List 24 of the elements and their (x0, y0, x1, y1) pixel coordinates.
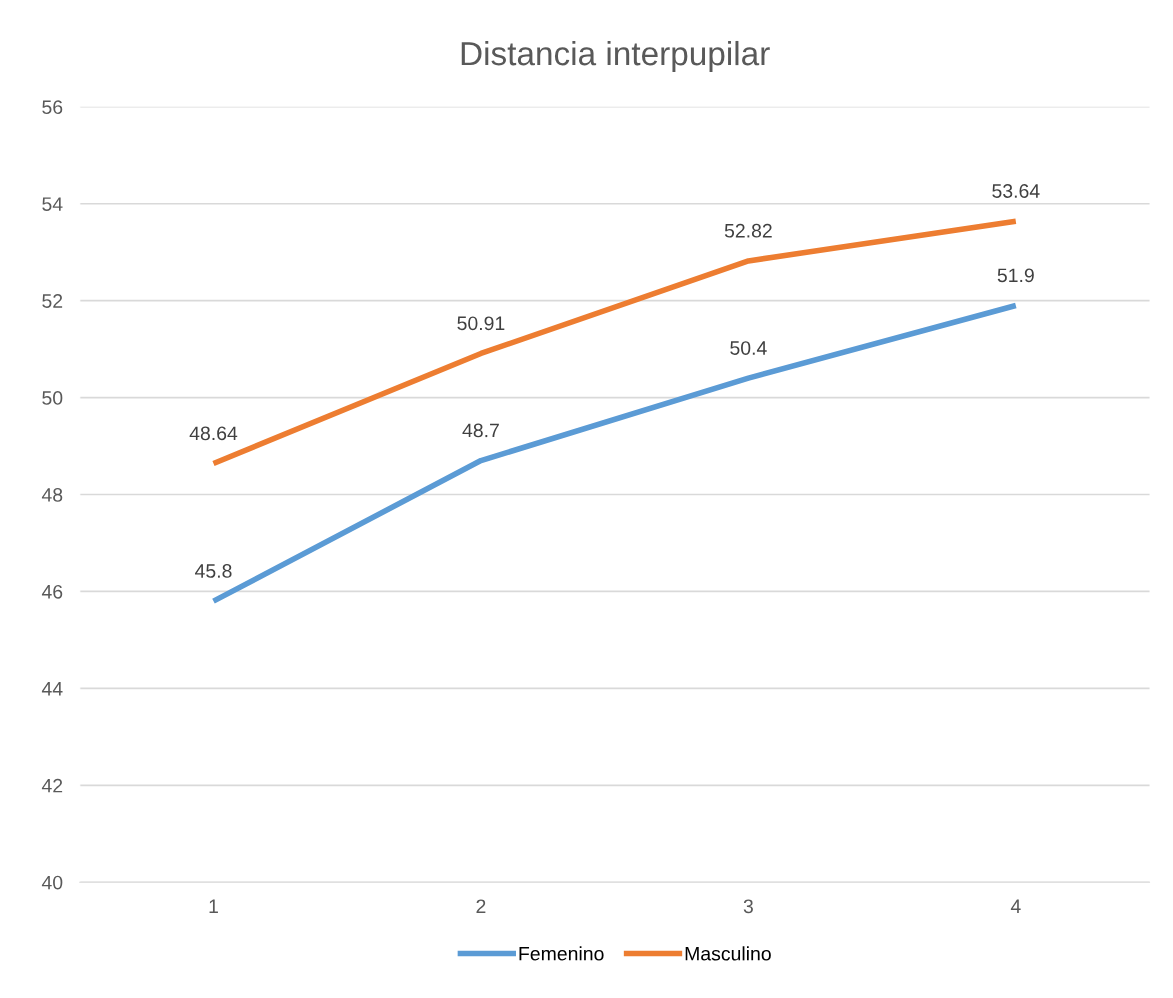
data-label: 51.9 (997, 268, 1034, 283)
data-label: 48.7 (462, 423, 499, 438)
y-tick-label: 44 (41, 682, 63, 696)
chart-title: Distancia interpupilar (461, 40, 770, 73)
data-label: 50.4 (730, 341, 767, 355)
y-tick-label: 52 (42, 294, 63, 308)
y-tick-label: 40 (41, 875, 63, 890)
y-tick-label: 50 (42, 391, 63, 405)
data-label: 45.8 (195, 564, 232, 578)
x-tick-label: 1 (209, 899, 218, 913)
y-tick-label: 46 (41, 584, 63, 599)
legend-label: Masculino (685, 946, 771, 961)
x-tick-label: 3 (743, 899, 753, 914)
data-label: 48.64 (189, 426, 238, 441)
y-tick-label: 42 (41, 778, 63, 793)
data-label: 52.82 (724, 223, 772, 238)
data-label: 53.64 (992, 184, 1040, 198)
x-tick-label: 4 (1010, 899, 1021, 913)
y-tick-label: 54 (42, 197, 63, 211)
y-tick-label: 48 (41, 487, 63, 502)
legend-label: Femenino (519, 946, 604, 961)
x-tick-label: 2 (476, 899, 486, 913)
data-label: 50.91 (457, 316, 505, 331)
y-tick-label: 56 (42, 100, 63, 115)
